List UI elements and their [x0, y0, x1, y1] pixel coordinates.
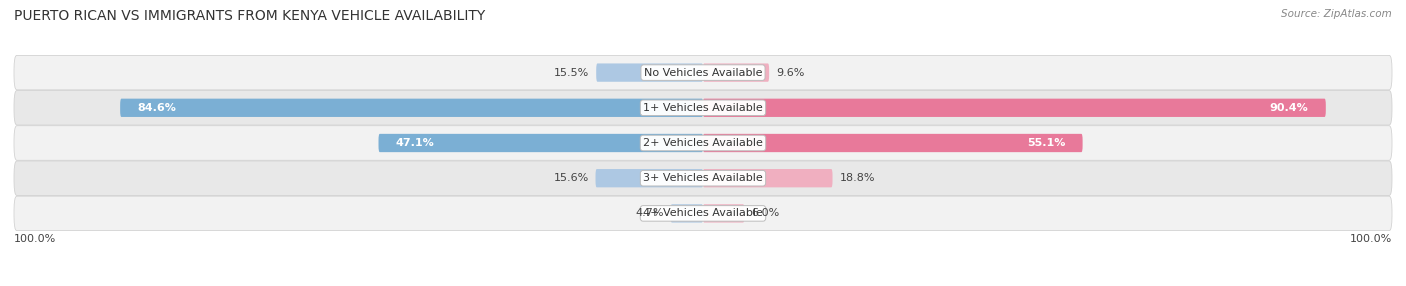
FancyBboxPatch shape [596, 63, 703, 82]
Text: 100.0%: 100.0% [1350, 234, 1392, 244]
FancyBboxPatch shape [14, 126, 1392, 160]
Text: 15.6%: 15.6% [554, 173, 589, 183]
FancyBboxPatch shape [14, 91, 1392, 125]
FancyBboxPatch shape [703, 99, 1326, 117]
FancyBboxPatch shape [671, 204, 703, 223]
Text: 1+ Vehicles Available: 1+ Vehicles Available [643, 103, 763, 113]
Text: 3+ Vehicles Available: 3+ Vehicles Available [643, 173, 763, 183]
Text: 4.7%: 4.7% [636, 208, 664, 219]
Text: No Vehicles Available: No Vehicles Available [644, 67, 762, 78]
FancyBboxPatch shape [14, 55, 1392, 90]
FancyBboxPatch shape [14, 161, 1392, 195]
FancyBboxPatch shape [703, 169, 832, 187]
FancyBboxPatch shape [703, 134, 1083, 152]
Text: 47.1%: 47.1% [395, 138, 434, 148]
FancyBboxPatch shape [703, 204, 744, 223]
Text: 100.0%: 100.0% [14, 234, 56, 244]
FancyBboxPatch shape [703, 63, 769, 82]
FancyBboxPatch shape [378, 134, 703, 152]
Text: 90.4%: 90.4% [1270, 103, 1309, 113]
Text: 18.8%: 18.8% [839, 173, 875, 183]
Text: 15.5%: 15.5% [554, 67, 589, 78]
FancyBboxPatch shape [14, 196, 1392, 231]
Text: 9.6%: 9.6% [776, 67, 804, 78]
FancyBboxPatch shape [120, 99, 703, 117]
Text: 84.6%: 84.6% [138, 103, 176, 113]
FancyBboxPatch shape [596, 169, 703, 187]
Text: Source: ZipAtlas.com: Source: ZipAtlas.com [1281, 9, 1392, 19]
Text: 2+ Vehicles Available: 2+ Vehicles Available [643, 138, 763, 148]
Text: 55.1%: 55.1% [1026, 138, 1066, 148]
Text: PUERTO RICAN VS IMMIGRANTS FROM KENYA VEHICLE AVAILABILITY: PUERTO RICAN VS IMMIGRANTS FROM KENYA VE… [14, 9, 485, 23]
Text: 6.0%: 6.0% [751, 208, 779, 219]
Text: 4+ Vehicles Available: 4+ Vehicles Available [643, 208, 763, 219]
